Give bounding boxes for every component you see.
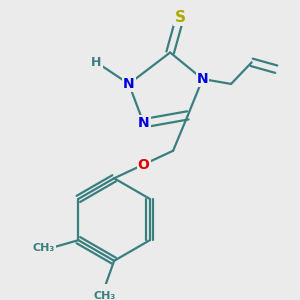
Text: S: S <box>175 10 185 25</box>
Text: N: N <box>123 77 135 91</box>
Text: CH₃: CH₃ <box>93 291 116 300</box>
Text: O: O <box>138 158 150 172</box>
Text: H: H <box>91 56 102 69</box>
Text: N: N <box>197 72 208 86</box>
Text: CH₃: CH₃ <box>32 243 55 253</box>
Text: N: N <box>138 116 149 130</box>
